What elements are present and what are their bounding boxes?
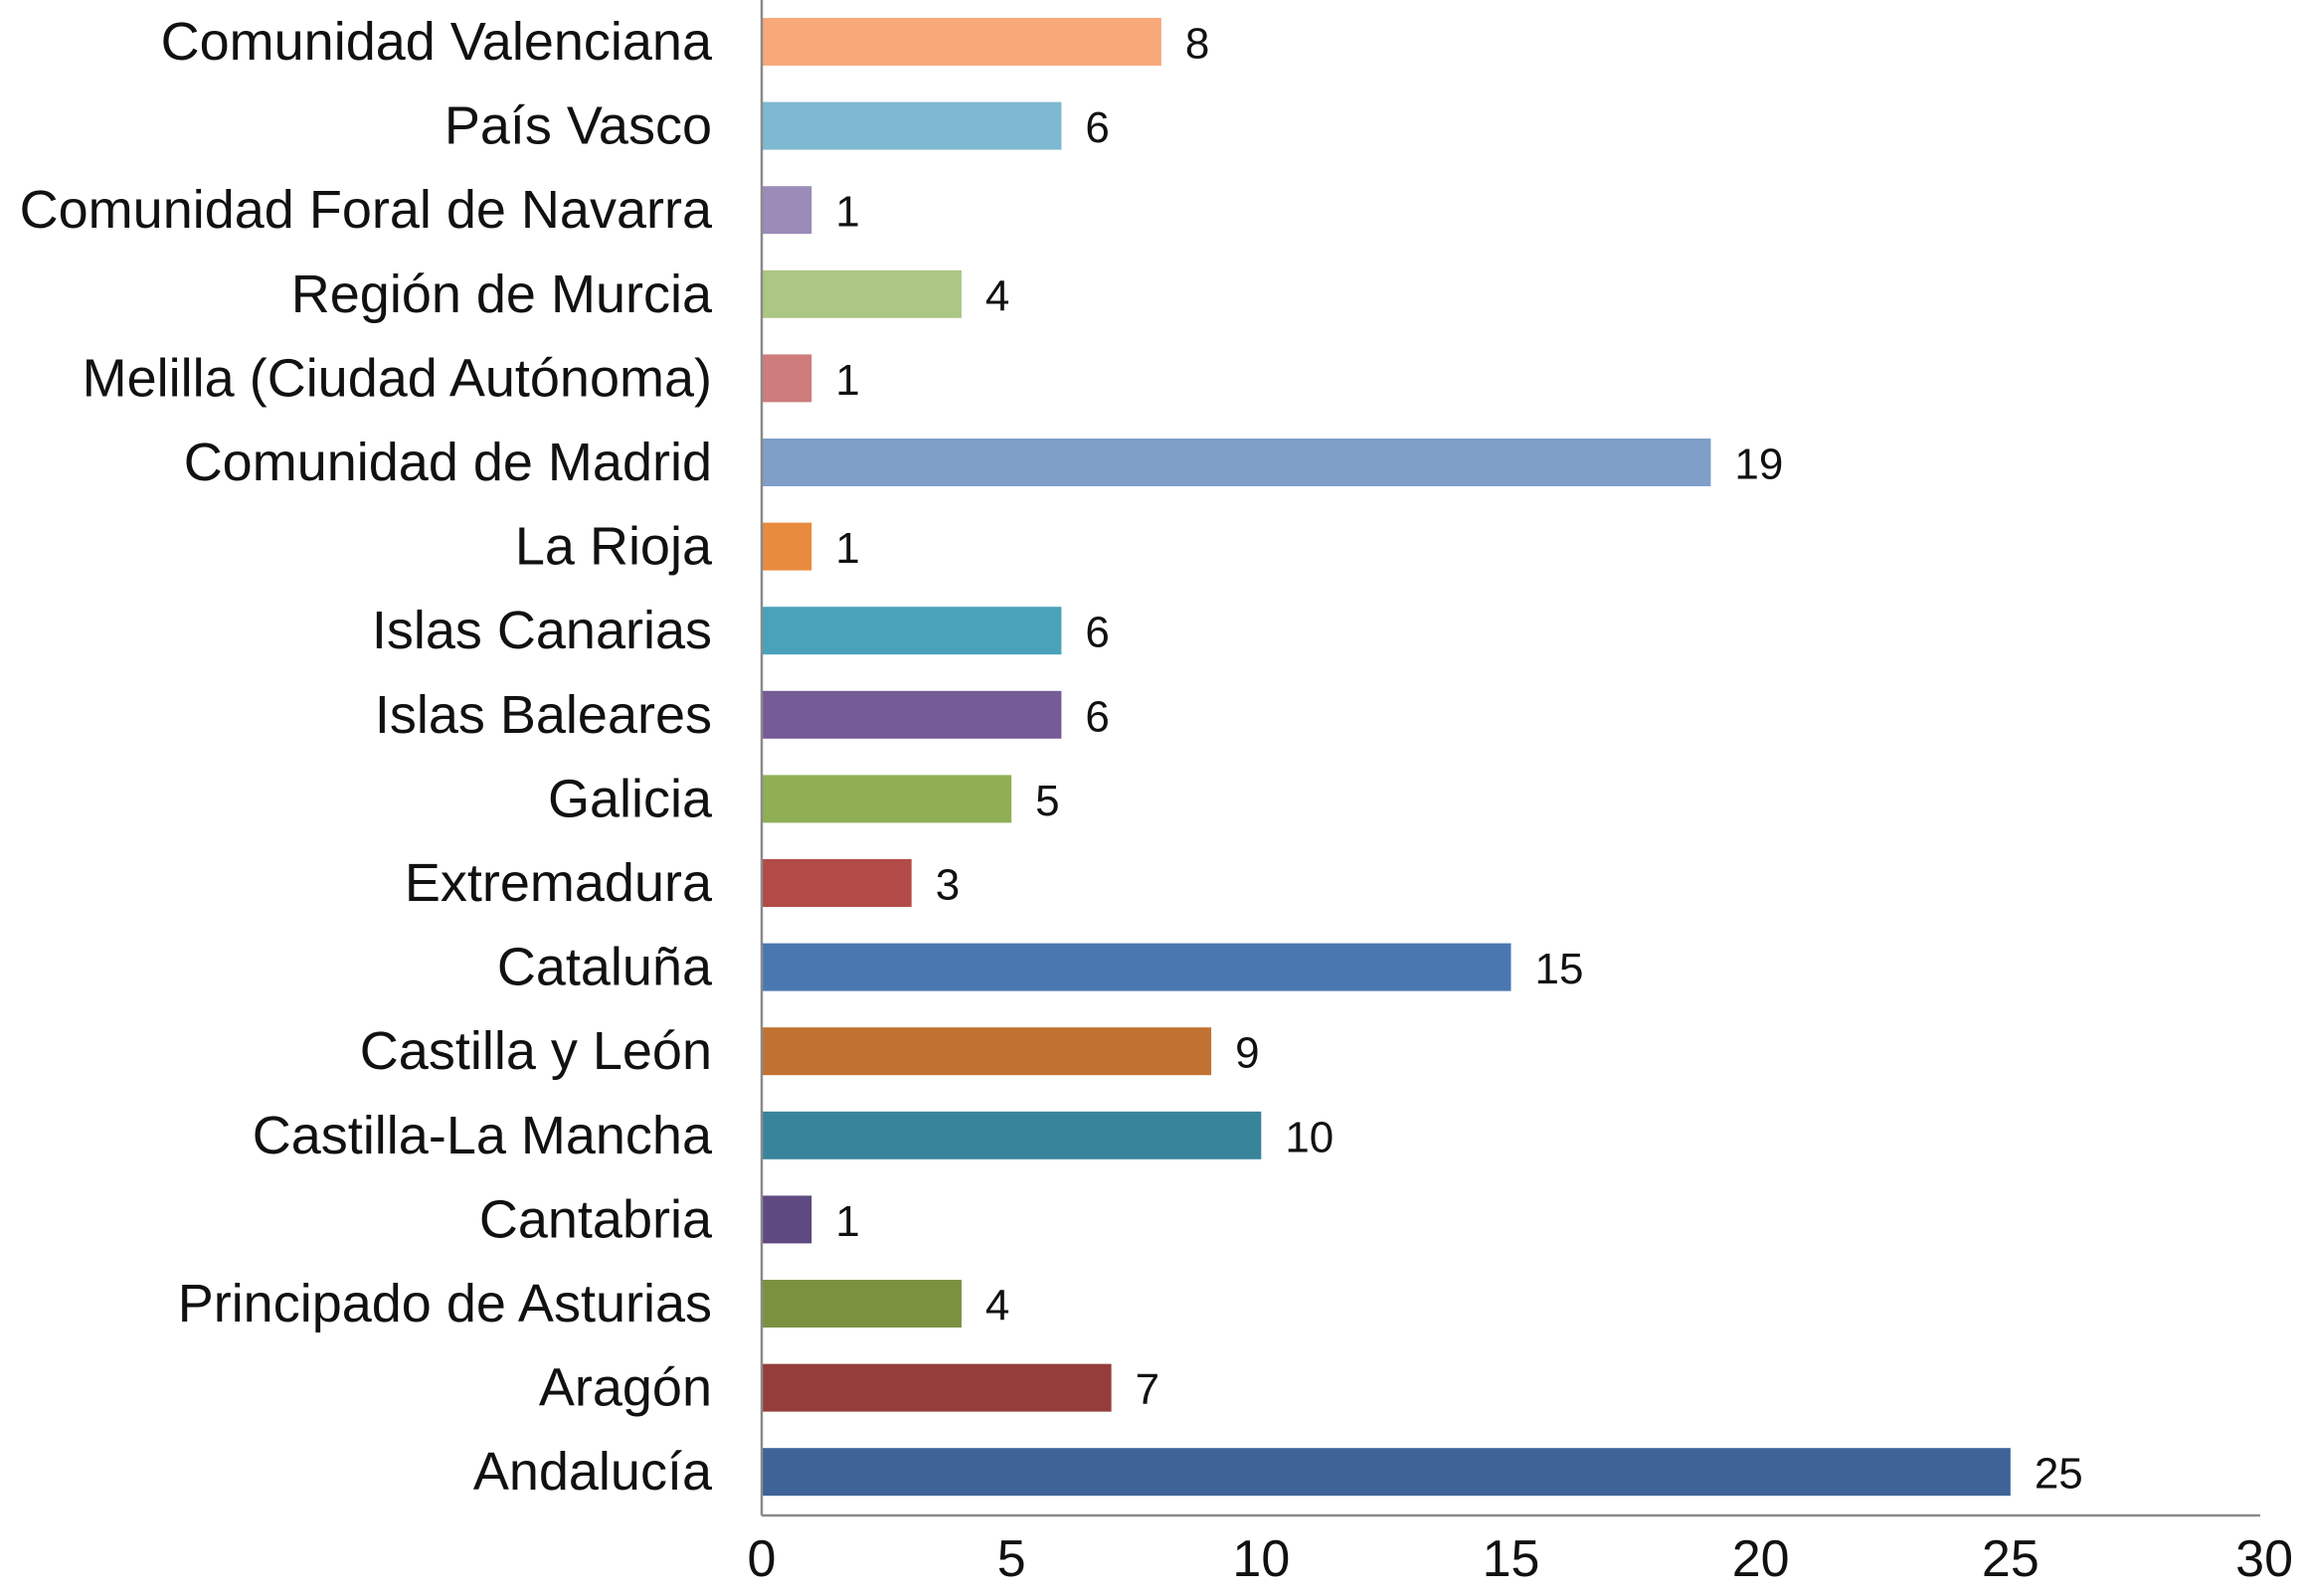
category-label: Castilla-La Mancha	[253, 1106, 713, 1165]
bar-galicia	[762, 775, 1012, 823]
value-label: 6	[1085, 609, 1109, 657]
category-label: Cataluña	[497, 938, 713, 997]
bar-comunidad-valenciana	[762, 18, 1161, 66]
bar-cataluna	[762, 943, 1511, 991]
value-label: 4	[985, 271, 1009, 320]
value-label: 4	[985, 1282, 1009, 1330]
value-label: 3	[936, 861, 960, 910]
bar-principado-de-asturias	[762, 1280, 962, 1328]
category-label: Melilla (Ciudad Autónoma)	[83, 348, 712, 408]
value-label: 5	[1035, 777, 1059, 825]
category-label: Aragón	[539, 1358, 712, 1418]
category-label: País Vasco	[444, 96, 712, 156]
value-label: 9	[1235, 1029, 1259, 1078]
value-label: 10	[1285, 1113, 1333, 1161]
bar-islas-baleares	[762, 690, 1062, 739]
bar-aragon	[762, 1363, 1112, 1412]
value-label: 1	[835, 1197, 859, 1246]
category-label: Extremadura	[405, 853, 713, 913]
bar-cantabria	[762, 1195, 812, 1244]
category-label: La Rioja	[515, 517, 713, 577]
bar-la-rioja	[762, 522, 812, 571]
bar-andalucia	[762, 1448, 2011, 1497]
value-label: 25	[2035, 1450, 2083, 1499]
value-label: 6	[1085, 103, 1109, 152]
bar-comunidad-de-madrid	[762, 439, 1711, 486]
value-label: 1	[835, 356, 859, 405]
bar-extremadura	[762, 859, 912, 907]
category-label: Comunidad Foral de Navarra	[20, 180, 713, 240]
value-label: 1	[835, 524, 859, 573]
category-label: Comunidad de Madrid	[184, 433, 712, 492]
bar-castilla-la-mancha	[762, 1111, 1262, 1159]
category-label: Castilla y León	[360, 1021, 712, 1081]
bar-pais-vasco	[762, 101, 1062, 150]
bar-castilla-y-leon	[762, 1027, 1212, 1076]
category-label: Comunidad Valenciana	[161, 12, 713, 72]
x-tick-label: 10	[1232, 1530, 1290, 1588]
bar-region-de-murcia	[762, 269, 962, 318]
x-tick-label: 30	[2235, 1530, 2293, 1588]
category-label: Andalucía	[473, 1442, 713, 1502]
category-label: Islas Baleares	[375, 685, 712, 745]
category-label: Región de Murcia	[291, 265, 713, 324]
value-label: 8	[1185, 20, 1209, 69]
bar-comunidad-foral-de-navarra	[762, 186, 812, 235]
x-tick-label: 15	[1483, 1530, 1540, 1588]
category-label: Galicia	[548, 769, 713, 828]
x-tick-label: 20	[1732, 1530, 1790, 1588]
category-labels: Comunidad Valenciana País Vasco Comunidad …	[20, 12, 713, 1502]
bar-melilla-ciudad-autonoma	[762, 354, 812, 403]
category-label: Islas Canarias	[372, 601, 712, 660]
value-label: 15	[1535, 945, 1584, 993]
bar-islas-canarias	[762, 607, 1062, 655]
value-label: 7	[1136, 1365, 1159, 1414]
x-tick-label: 25	[1982, 1530, 2039, 1588]
value-label: 1	[835, 188, 859, 237]
category-label: Principado de Asturias	[178, 1274, 712, 1333]
x-tick-label: 5	[997, 1530, 1026, 1588]
value-label: 19	[1734, 441, 1783, 489]
bars-layer	[762, 18, 2011, 1497]
axes: 0 5 10 15 20 25 30	[748, 0, 2293, 1588]
value-label: 6	[1085, 692, 1109, 741]
category-label: Cantabria	[479, 1189, 713, 1249]
x-tick-label: 0	[748, 1530, 777, 1588]
